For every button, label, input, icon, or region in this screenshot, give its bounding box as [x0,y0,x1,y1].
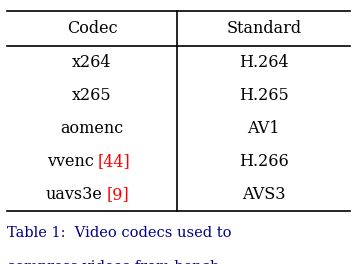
Text: x264: x264 [72,54,112,71]
Text: AV1: AV1 [247,120,280,137]
Text: Codec: Codec [67,20,118,37]
Text: Standard: Standard [226,20,301,37]
Text: aomenc: aomenc [61,120,124,137]
Text: AVS3: AVS3 [242,186,285,203]
Text: Table 1:  Video codecs used to: Table 1: Video codecs used to [7,226,232,240]
Text: H.265: H.265 [239,87,289,104]
Text: uavs3e: uavs3e [46,186,103,203]
Text: vvenc: vvenc [47,153,93,170]
Text: compress videos from bench: compress videos from bench [7,260,219,264]
Text: H.266: H.266 [239,153,289,170]
Text: H.264: H.264 [239,54,289,71]
Text: x265: x265 [72,87,112,104]
Text: [9]: [9] [107,186,130,203]
Text: [44]: [44] [98,153,130,170]
